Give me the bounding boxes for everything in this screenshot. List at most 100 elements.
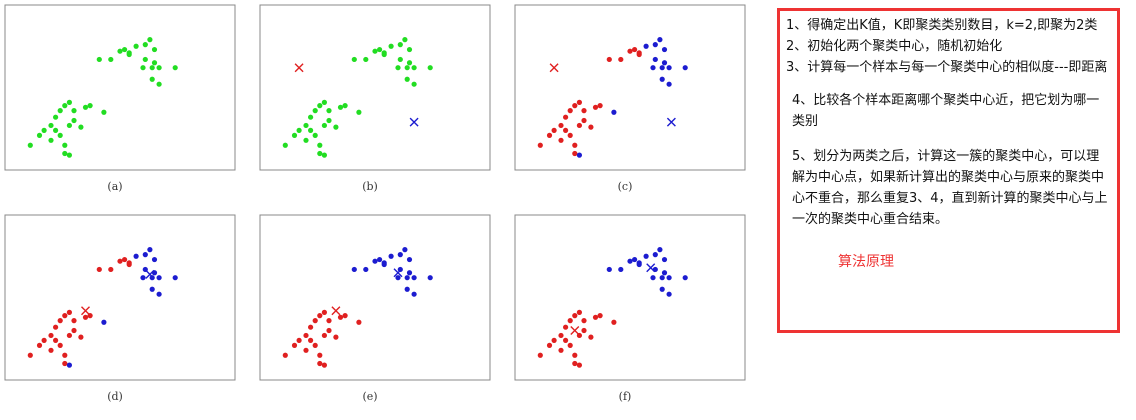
panel-label: (d) bbox=[107, 390, 123, 403]
data-point bbox=[326, 117, 332, 124]
data-point bbox=[317, 142, 323, 148]
data-point bbox=[122, 46, 128, 53]
data-point bbox=[149, 286, 155, 292]
data-point bbox=[78, 124, 84, 130]
data-point bbox=[71, 327, 77, 334]
data-point bbox=[558, 122, 564, 129]
data-point bbox=[576, 362, 583, 368]
data-point bbox=[36, 132, 43, 138]
cluster-center bbox=[393, 268, 403, 278]
data-point bbox=[303, 347, 309, 353]
data-point bbox=[53, 114, 59, 120]
data-point bbox=[53, 337, 59, 343]
data-point bbox=[317, 352, 323, 358]
data-point bbox=[402, 247, 408, 253]
panel-label: (f) bbox=[619, 390, 632, 403]
data-point bbox=[156, 65, 162, 71]
data-point bbox=[397, 56, 403, 63]
data-point bbox=[48, 347, 54, 353]
data-point bbox=[581, 108, 587, 114]
data-point bbox=[632, 256, 638, 263]
data-point bbox=[588, 334, 594, 340]
data-point bbox=[66, 309, 72, 315]
data-point bbox=[377, 256, 383, 263]
data-point bbox=[71, 318, 77, 324]
data-point bbox=[96, 56, 102, 63]
data-point bbox=[321, 99, 327, 105]
panel-label: (b) bbox=[362, 180, 378, 193]
data-point bbox=[140, 65, 146, 71]
data-point bbox=[101, 109, 107, 115]
data-point bbox=[402, 37, 408, 43]
data-point bbox=[156, 291, 162, 297]
data-point bbox=[659, 275, 665, 281]
panel-frame bbox=[259, 214, 491, 381]
data-point bbox=[337, 104, 344, 110]
panel-label: (a) bbox=[107, 180, 122, 193]
data-point bbox=[71, 117, 77, 124]
data-point bbox=[312, 132, 318, 138]
data-point bbox=[351, 266, 357, 273]
data-point bbox=[126, 51, 132, 58]
data-point bbox=[576, 309, 583, 315]
data-point bbox=[581, 117, 587, 124]
data-point bbox=[282, 142, 288, 148]
notes-box: 1、得确定出K值，K即聚类类别数目，k=2,即聚为2类 2、初始化两个聚类中心，… bbox=[777, 8, 1120, 333]
data-point bbox=[62, 103, 68, 109]
data-point bbox=[406, 256, 413, 263]
data-point bbox=[666, 65, 672, 71]
data-point bbox=[149, 65, 155, 71]
data-point bbox=[666, 81, 672, 87]
data-point bbox=[303, 332, 309, 339]
data-point bbox=[657, 37, 663, 43]
cluster-center bbox=[549, 63, 559, 73]
data-point bbox=[291, 132, 298, 138]
data-point bbox=[36, 342, 43, 348]
panel-frame bbox=[514, 4, 746, 171]
data-point bbox=[62, 360, 68, 367]
data-point bbox=[317, 360, 323, 367]
data-point bbox=[321, 362, 327, 368]
data-point bbox=[551, 127, 557, 133]
note: 4、比较各个样本距离哪个聚类中心近，把它划为哪一类别 bbox=[792, 93, 1100, 129]
panel: (e) bbox=[259, 214, 491, 403]
data-point bbox=[363, 56, 369, 63]
data-point bbox=[572, 142, 578, 148]
data-point bbox=[317, 313, 323, 319]
kmeans-panels: (a) (b) (c) (d) (e) (f) bbox=[4, 4, 746, 403]
data-point bbox=[597, 103, 603, 109]
data-point bbox=[652, 252, 658, 258]
note: 3、计算每一个样本与每一个聚类中心的相似度---即距离 bbox=[786, 60, 1108, 75]
data-point bbox=[317, 103, 323, 109]
data-point bbox=[661, 46, 668, 53]
data-point bbox=[576, 122, 583, 129]
cluster-center bbox=[294, 63, 304, 73]
data-point bbox=[351, 56, 357, 63]
data-point bbox=[661, 60, 668, 66]
panel-label: (c) bbox=[618, 180, 633, 193]
data-point bbox=[563, 114, 569, 120]
data-point bbox=[618, 266, 624, 273]
note: 1、得确定出K值，K即聚类类别数目，k=2,即聚为2类 bbox=[786, 18, 1098, 33]
panel-frame bbox=[259, 4, 491, 171]
data-point bbox=[567, 132, 573, 138]
data-point bbox=[333, 334, 339, 340]
data-point bbox=[308, 337, 314, 343]
data-point bbox=[117, 258, 123, 264]
data-point bbox=[572, 352, 578, 358]
data-point bbox=[397, 266, 403, 273]
data-point bbox=[156, 81, 162, 87]
data-point bbox=[551, 337, 557, 343]
data-point bbox=[661, 270, 668, 276]
panel-label: (e) bbox=[362, 390, 377, 403]
data-point bbox=[337, 314, 344, 320]
data-point bbox=[572, 150, 578, 157]
data-point bbox=[96, 266, 102, 273]
data-point bbox=[78, 334, 84, 340]
data-point bbox=[388, 253, 394, 259]
data-point bbox=[581, 318, 587, 324]
data-point bbox=[326, 108, 332, 114]
data-point bbox=[406, 270, 413, 276]
data-point bbox=[57, 342, 63, 348]
data-point bbox=[291, 342, 298, 348]
